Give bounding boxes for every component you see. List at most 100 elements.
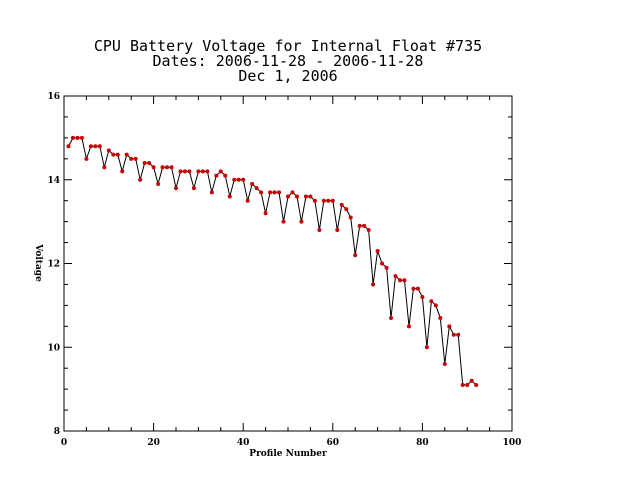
voltage-point (259, 190, 264, 195)
x-tick-label: 40 (237, 438, 250, 448)
voltage-point (84, 156, 89, 161)
voltage-point (169, 165, 174, 170)
voltage-point (286, 194, 290, 199)
voltage-point (335, 228, 340, 232)
voltage-point (272, 190, 277, 195)
voltage-point (406, 324, 411, 329)
voltage-point (312, 198, 317, 203)
voltage-point (133, 156, 138, 161)
voltage-point (174, 186, 178, 191)
voltage-point (214, 173, 219, 178)
chart-subtitle-date: Dec 1, 2006 (238, 67, 337, 85)
voltage-line (68, 137, 477, 386)
voltage-point (115, 152, 120, 157)
tick-labels-group: 0 20 40 60 80 100 8 10 12 14 16 (47, 92, 521, 448)
voltage-point (245, 198, 250, 203)
voltage-point (263, 211, 268, 216)
y-tick-label: 16 (47, 92, 60, 102)
voltage-point (187, 169, 192, 174)
voltage-point (66, 144, 71, 149)
voltage-point (120, 169, 125, 174)
voltage-point (268, 190, 273, 195)
voltage-point (321, 198, 326, 203)
voltage-point (124, 152, 129, 157)
voltage-point (447, 324, 452, 329)
voltage-point (308, 194, 313, 199)
voltage-point (389, 315, 394, 320)
voltage-point (182, 169, 187, 174)
voltage-point (415, 286, 420, 291)
voltage-point (160, 165, 165, 170)
y-axis-label: Voltage (33, 243, 43, 282)
voltage-point (79, 135, 84, 140)
x-tick-label: 60 (327, 438, 340, 448)
chart-title: CPU Battery Voltage for Internal Float #… (94, 37, 482, 55)
voltage-point (344, 207, 349, 212)
voltage-point (366, 228, 371, 232)
voltage-point (393, 274, 398, 279)
voltage-point (411, 286, 416, 291)
voltage-point (433, 303, 438, 308)
voltage-point (362, 223, 367, 228)
x-axis-label: Profile Number (249, 449, 327, 459)
voltage-point (442, 362, 447, 366)
x-tick-label: 100 (503, 438, 522, 448)
voltage-point (465, 382, 470, 387)
voltage-point (398, 278, 402, 283)
voltage-point (317, 228, 322, 232)
voltage-point (223, 173, 228, 178)
chart-subtitle-dates: Dates: 2006-11-28 - 2006-11-28 (153, 52, 424, 70)
voltage-point (290, 190, 295, 195)
voltage-point (380, 261, 385, 266)
voltage-point (209, 190, 214, 195)
voltage-point (438, 315, 443, 320)
voltage-point (218, 169, 223, 174)
voltage-point (111, 152, 116, 157)
voltage-point (429, 299, 434, 304)
y-tick-label: 12 (47, 260, 60, 270)
y-tick-label: 10 (47, 343, 60, 353)
voltage-point (451, 332, 456, 337)
voltage-point (250, 181, 255, 186)
voltage-point (371, 282, 376, 287)
voltage-point (129, 156, 134, 161)
voltage-point (151, 165, 156, 170)
voltage-point (460, 382, 465, 387)
voltage-point (402, 278, 407, 283)
voltage-point (299, 219, 304, 224)
voltage-point (102, 165, 107, 170)
voltage-point (424, 345, 429, 350)
x-tick-label: 80 (416, 438, 429, 448)
voltage-series (66, 135, 479, 387)
voltage-point (138, 177, 143, 182)
y-tick-label: 14 (47, 176, 60, 186)
voltage-point (236, 177, 241, 182)
voltage-point (205, 169, 210, 174)
voltage-point (165, 165, 170, 170)
voltage-point (456, 332, 461, 337)
voltage-point (348, 215, 353, 220)
voltage-point (339, 202, 344, 207)
voltage-point (469, 378, 474, 383)
x-tick-label: 20 (147, 438, 160, 448)
voltage-point (420, 295, 425, 299)
voltage-point (75, 135, 80, 140)
voltage-point (88, 144, 93, 149)
voltage-point (277, 190, 282, 195)
voltage-point (200, 169, 205, 174)
voltage-point (93, 144, 98, 149)
voltage-point (330, 198, 335, 203)
voltage-point (357, 223, 362, 228)
voltage-point (254, 186, 259, 191)
voltage-point (147, 161, 152, 165)
y-tick-label: 8 (54, 427, 60, 437)
axes-group (63, 95, 513, 432)
voltage-point (196, 169, 201, 174)
voltage-point (303, 194, 308, 199)
voltage-point (353, 253, 358, 258)
voltage-point (384, 265, 389, 270)
voltage-point (281, 219, 286, 224)
voltage-point (97, 144, 102, 149)
x-tick-label: 0 (61, 438, 67, 448)
